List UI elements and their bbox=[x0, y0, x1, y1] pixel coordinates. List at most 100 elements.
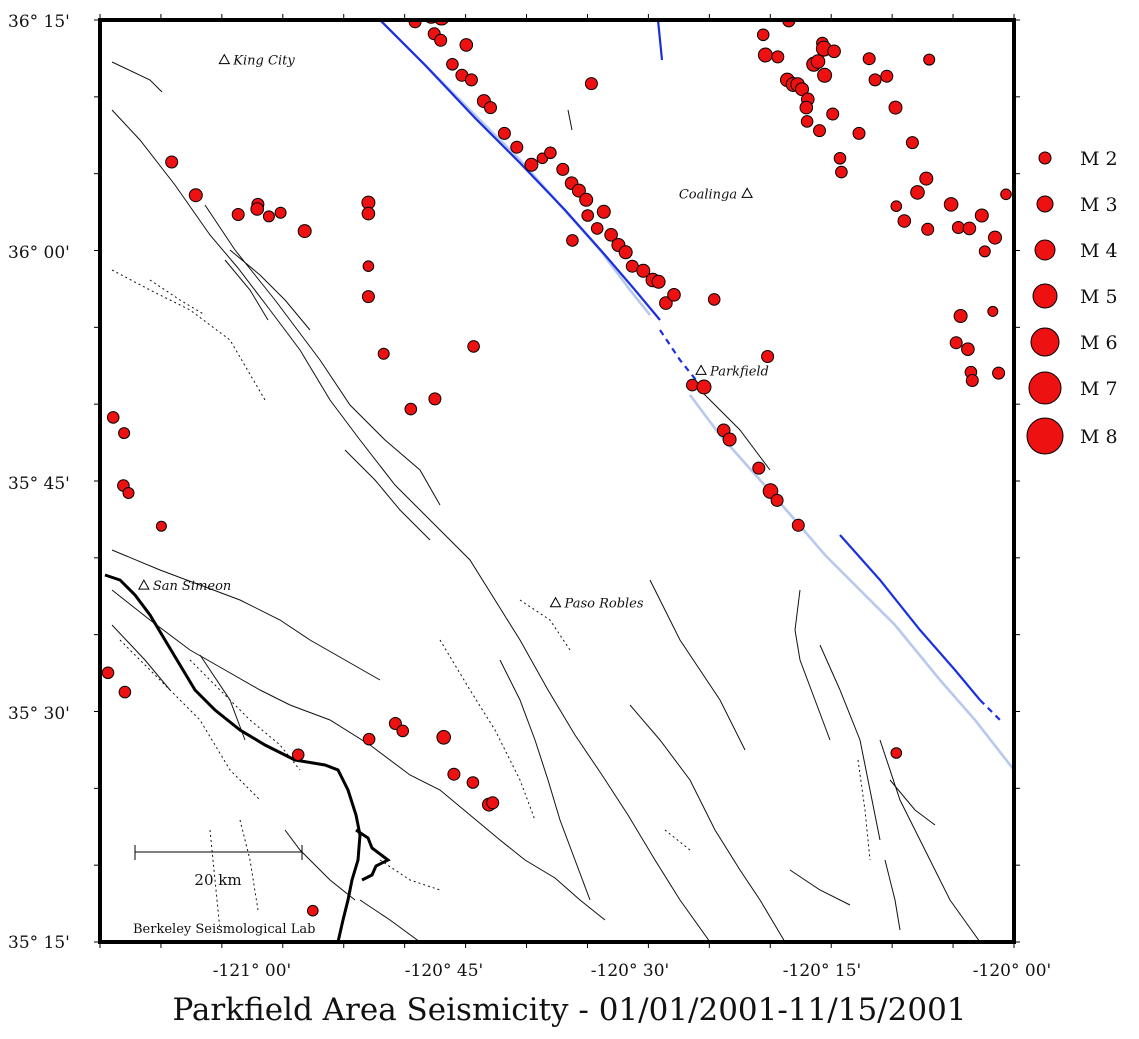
lon-label-120-00: -120° 00' bbox=[973, 961, 1051, 981]
map-frame bbox=[98, 18, 1016, 944]
earthquake-marker bbox=[581, 209, 595, 222]
earthquake-marker bbox=[433, 20, 450, 26]
earthquake-marker bbox=[101, 666, 115, 680]
earthquake-marker bbox=[459, 38, 474, 52]
earthquake-marker bbox=[510, 140, 524, 154]
san-andreas-fault bbox=[379, 20, 1014, 771]
earthquake-marker bbox=[951, 221, 965, 234]
town-label: Coalinga bbox=[679, 187, 737, 202]
earthquake-marker bbox=[992, 366, 1006, 380]
town-triangle-icon bbox=[549, 596, 562, 608]
legend-marker bbox=[1038, 151, 1052, 165]
earthquake-marker bbox=[377, 347, 390, 360]
legend-marker bbox=[1032, 283, 1058, 309]
earthquake-marker bbox=[436, 730, 452, 745]
earthquake-marker bbox=[484, 101, 497, 115]
earthquake-marker bbox=[596, 204, 611, 219]
latitude-axis: 36° 15' 36° 00' 35° 45' 35° 30' 35° 15' bbox=[8, 12, 70, 953]
earthquake-marker bbox=[118, 427, 131, 440]
earthquake-marker bbox=[868, 73, 882, 87]
earthquake-marker bbox=[556, 162, 570, 176]
earthquake-marker bbox=[106, 411, 120, 424]
earthquake-marker bbox=[447, 767, 461, 781]
earthquake-marker bbox=[250, 202, 265, 216]
earthquake-marker bbox=[722, 432, 737, 447]
earthquake-marker bbox=[446, 58, 459, 71]
earthquake-marker bbox=[905, 136, 919, 150]
earthquake-marker bbox=[791, 518, 805, 532]
earthquake-marker bbox=[571, 183, 586, 198]
frame-ticks bbox=[94, 14, 1020, 948]
earthquake-marker bbox=[297, 224, 312, 239]
earthquake-marker bbox=[761, 350, 775, 363]
legend-label: M 4 bbox=[1080, 240, 1118, 262]
earthquake-marker bbox=[827, 44, 841, 59]
longitude-axis: -121° 00' -120° 45' -120° 30' -120° 15' … bbox=[213, 961, 1051, 981]
earthquake-marker bbox=[978, 245, 991, 258]
earthquake-marker bbox=[752, 461, 766, 475]
earthquake-marker bbox=[813, 124, 826, 138]
earthquake-marker bbox=[833, 152, 847, 165]
earthquake-marker bbox=[696, 379, 712, 395]
earthquake-marker bbox=[953, 309, 968, 323]
legend-label: M 5 bbox=[1080, 286, 1118, 308]
earthquake-marker bbox=[910, 185, 925, 200]
lat-label-35-30: 35° 30' bbox=[8, 704, 70, 724]
earthquake-marker bbox=[757, 47, 773, 63]
scale-bar: 20 km bbox=[134, 845, 303, 889]
earthquake-marker bbox=[771, 50, 785, 64]
lon-label-121-00: -121° 00' bbox=[213, 961, 291, 981]
earthquake-marker bbox=[524, 157, 539, 172]
earthquake-marker bbox=[231, 208, 245, 221]
town-triangle-icon bbox=[741, 187, 753, 198]
earthquake-marker bbox=[962, 221, 977, 236]
legend-label: M 6 bbox=[1080, 332, 1118, 354]
earthquake-marker bbox=[890, 200, 903, 212]
earthquake-marker bbox=[987, 305, 999, 317]
earthquake-marker bbox=[961, 342, 975, 357]
earthquake-marker bbox=[361, 206, 376, 221]
legend-label: M 2 bbox=[1080, 148, 1118, 170]
town-label: Paso Robles bbox=[564, 597, 644, 612]
earthquake-marker bbox=[880, 69, 894, 83]
earthquake-marker bbox=[890, 747, 903, 759]
legend-label: M 8 bbox=[1080, 426, 1118, 448]
town-label: King City bbox=[232, 54, 295, 69]
earthquake-marker bbox=[361, 290, 375, 304]
earthquake-marker bbox=[835, 165, 848, 179]
earthquake-marker bbox=[604, 228, 618, 242]
legend-marker bbox=[1030, 327, 1060, 357]
scale-bar-label: 20 km bbox=[194, 871, 241, 889]
earthquake-marker bbox=[544, 146, 557, 160]
earthquake-marker bbox=[1027, 195, 1039, 207]
earthquake-marker bbox=[307, 904, 319, 917]
earthquake-marker bbox=[118, 685, 132, 699]
legend-marker bbox=[1036, 195, 1054, 213]
lat-label-35-45: 35° 45' bbox=[8, 474, 70, 494]
map-area: 20 km King City Coalinga Parkfield Paso Rob… bbox=[101, 20, 1039, 942]
earthquake-marker bbox=[651, 274, 666, 289]
lat-label-35-15: 35° 15' bbox=[8, 933, 70, 953]
earthquake-marker bbox=[188, 188, 203, 203]
earthquake-marker bbox=[826, 107, 840, 121]
fault-lines bbox=[111, 61, 981, 942]
earthquake-marker bbox=[799, 100, 814, 115]
earthquake-marker bbox=[434, 33, 448, 47]
earthquake-marker bbox=[362, 260, 375, 273]
coast-inlet bbox=[355, 828, 391, 882]
map-title: Parkfield Area Seismicity - 01/01/2001-1… bbox=[172, 992, 967, 1028]
legend-label: M 7 bbox=[1080, 378, 1118, 400]
earthquake-marker bbox=[949, 336, 963, 350]
earthquake-marker bbox=[919, 171, 934, 186]
lon-label-120-45: -120° 45' bbox=[405, 961, 483, 981]
earthquake-marker bbox=[965, 374, 979, 387]
earthquake-marker bbox=[923, 53, 936, 66]
earthquake-marker bbox=[636, 263, 651, 278]
earthquake-marker bbox=[862, 52, 876, 66]
town-label: Parkfield bbox=[709, 364, 769, 379]
earthquake-marker bbox=[943, 197, 959, 212]
credit-label: Berkeley Seismological Lab bbox=[133, 922, 315, 937]
earthquake-marker bbox=[618, 245, 633, 260]
earthquake-marker bbox=[274, 206, 287, 219]
town-markers: King City Coalinga Parkfield Paso Robles San… bbox=[138, 53, 769, 612]
